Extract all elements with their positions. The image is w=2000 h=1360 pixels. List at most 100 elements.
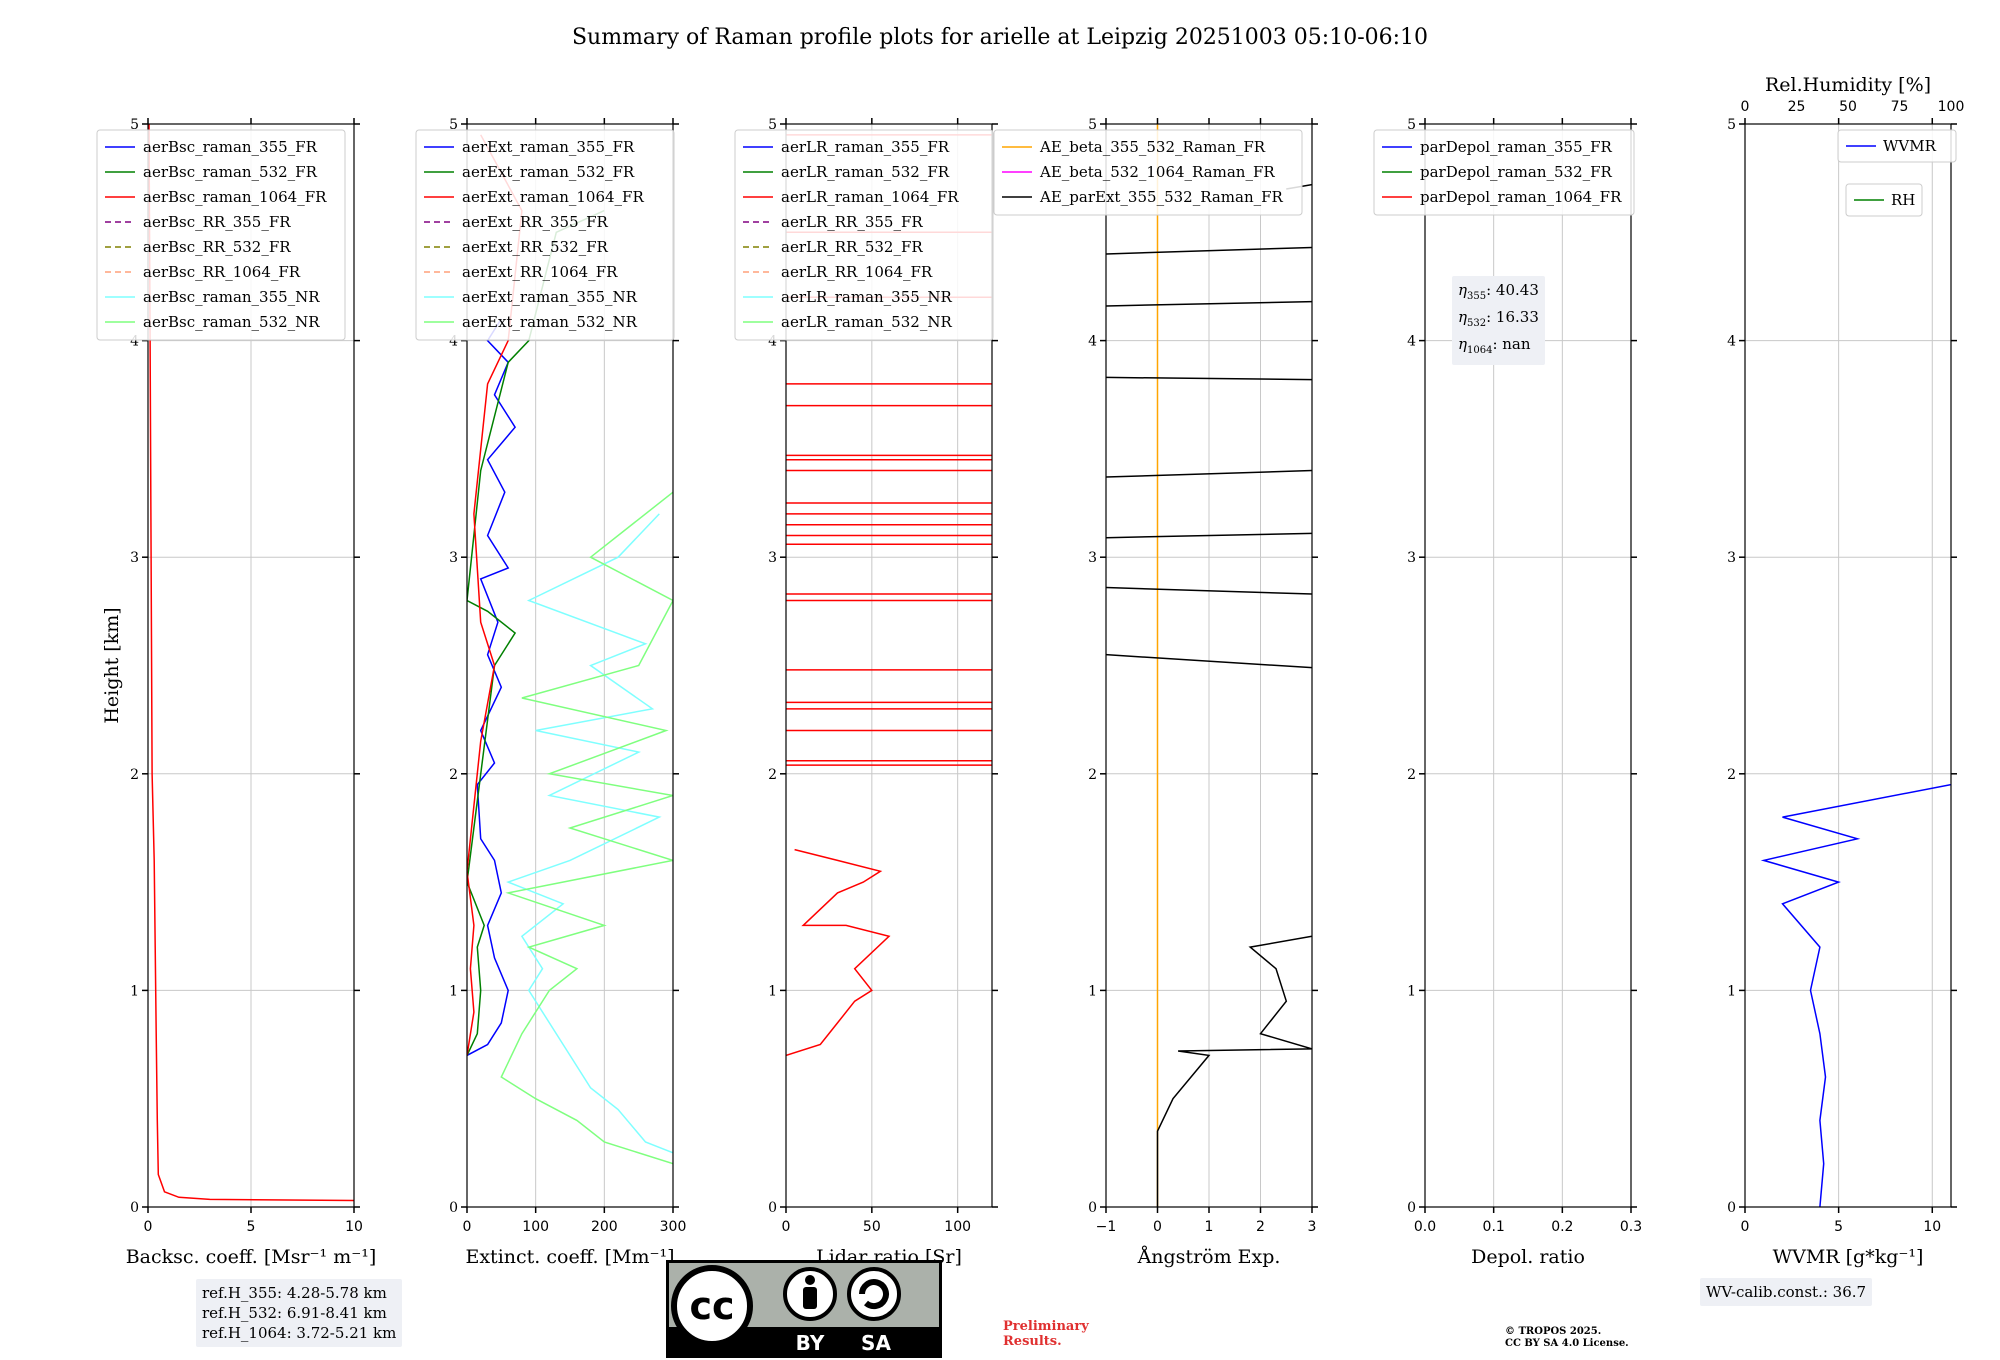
x-tick-label: 0 bbox=[144, 1219, 153, 1235]
panel-data bbox=[467, 134, 673, 1165]
legend-box bbox=[415, 129, 675, 341]
legend-1: aerBsc_raman_355_FR aerBsc_raman_532_FRae… bbox=[96, 129, 346, 341]
series-line-aerBsc_raman_1064_FR bbox=[148, 124, 354, 1202]
ref-h-1064: ref.H_1064: 3.72-5.21 km bbox=[202, 1324, 397, 1342]
x-tick-label: 1 bbox=[1205, 1219, 1214, 1235]
top-x-axis-label: Rel.Humidity [%] bbox=[1765, 74, 1931, 96]
legend-label: aerLR_RR_355_FR bbox=[781, 213, 923, 231]
legend-label: aerLR_RR_532_FR bbox=[781, 238, 923, 256]
y-tick-label: 0 bbox=[130, 1200, 139, 1216]
top-x-tick-label: 50 bbox=[1839, 99, 1857, 115]
legend-box bbox=[96, 129, 346, 341]
wv-calibration-box: WV-calib.const.: 36.7 bbox=[1700, 1278, 1873, 1306]
series-line-AE_parExt_355_532_Raman_FR bbox=[1156, 935, 1312, 1207]
legend-label: parDepol_raman_532_FR bbox=[1420, 163, 1613, 181]
preliminary-line-1: Preliminary bbox=[1003, 1319, 1089, 1334]
ae-segment bbox=[1106, 532, 1312, 539]
x-tick-label: 0.2 bbox=[1551, 1219, 1573, 1235]
cc-circle-icon bbox=[671, 1265, 753, 1347]
x-tick-label: 50 bbox=[863, 1219, 881, 1235]
legend-label: aerExt_RR_532_FR bbox=[462, 238, 609, 256]
x-tick-label: 10 bbox=[1923, 1219, 1941, 1235]
legend-3: aerLR_raman_355_FR aerLR_raman_532_FR aerL… bbox=[734, 129, 994, 341]
eta-1064-value: : nan bbox=[1492, 335, 1531, 353]
x-axis-label: Ångström Exp. bbox=[1137, 1246, 1281, 1268]
y-tick-label: 0 bbox=[1407, 1200, 1416, 1216]
y-tick-label: 1 bbox=[768, 983, 777, 999]
y-tick-label: 0 bbox=[768, 1200, 777, 1216]
x-tick-label: −1 bbox=[1096, 1219, 1117, 1235]
series-line-aerExt_raman_1064_FR bbox=[467, 134, 523, 1056]
y-tick-label: 1 bbox=[1727, 983, 1736, 999]
legend-box bbox=[993, 129, 1303, 216]
y-axis-label: Height [km] bbox=[101, 607, 123, 723]
y-tick-label: 5 bbox=[1727, 117, 1736, 133]
y-tick-label: 1 bbox=[449, 983, 458, 999]
series-line-aerExt_raman_532_NR bbox=[500, 491, 673, 1165]
x-axis-label: Backsc. coeff. [Msr⁻¹ m⁻¹] bbox=[126, 1246, 377, 1268]
by-person-head bbox=[805, 1275, 815, 1285]
reference-height-box: ref.H_355: 4.28-5.78 km ref.H_532: 6.91-… bbox=[196, 1279, 403, 1347]
series-line-WVMR bbox=[1760, 783, 1951, 1207]
legend-label: parDepol_raman_1064_FR bbox=[1420, 188, 1622, 206]
ae-segment bbox=[1106, 469, 1312, 478]
y-tick-label: 3 bbox=[1088, 550, 1097, 566]
panel-frame bbox=[1744, 123, 1952, 1208]
top-x-tick-label: 0 bbox=[1741, 99, 1750, 115]
legend-label: aerBsc_raman_532_NR bbox=[143, 313, 320, 331]
legend-2: aerExt_raman_355_FR aerExt_raman_532_FRae… bbox=[415, 129, 675, 341]
y-tick-label: 3 bbox=[449, 550, 458, 566]
x-axis-label: Extinct. coeff. [Mm⁻¹] bbox=[465, 1246, 674, 1268]
legend-5: parDepol_raman_355_FR parDepol_raman_532_… bbox=[1373, 129, 1635, 216]
panel-data bbox=[1106, 124, 1312, 1207]
series-line-aerLR_raman_1064_FR bbox=[786, 848, 891, 1057]
cc-text: cc bbox=[689, 1284, 734, 1328]
ae-segment bbox=[1106, 246, 1312, 255]
x-tick-label: 100 bbox=[944, 1219, 971, 1235]
copyright-line-1: © TROPOS 2025. bbox=[1505, 1326, 1602, 1337]
eta-1064-sub: 1064 bbox=[1467, 345, 1493, 356]
legend-label: aerBsc_raman_355_NR bbox=[143, 288, 320, 306]
by-person-body bbox=[803, 1287, 817, 1309]
sa-text: SA bbox=[861, 1331, 891, 1355]
y-tick-label: 5 bbox=[768, 117, 777, 133]
legend-label: AE_beta_532_1064_Raman_FR bbox=[1039, 163, 1275, 181]
legend-box bbox=[1373, 129, 1635, 216]
ae-segment bbox=[1106, 586, 1312, 595]
y-tick-label: 2 bbox=[1088, 767, 1097, 783]
y-tick-label: 4 bbox=[768, 334, 777, 350]
ae-segment bbox=[1106, 300, 1312, 307]
copyright-note: © TROPOS 2025. CC BY SA 4.0 License. bbox=[1505, 1326, 1629, 1350]
top-x-tick-label: 75 bbox=[1891, 99, 1909, 115]
eta-355-value: : 40.43 bbox=[1486, 281, 1539, 299]
y-tick-label: 4 bbox=[449, 334, 458, 350]
x-tick-label: 100 bbox=[522, 1219, 549, 1235]
legend-label: aerBsc_raman_532_FR bbox=[143, 163, 318, 181]
y-tick-label: 0 bbox=[1088, 1200, 1097, 1216]
by-text: BY bbox=[796, 1331, 825, 1355]
cc-by-sa-logo: cc BY SA bbox=[666, 1260, 942, 1358]
y-tick-label: 3 bbox=[1407, 550, 1416, 566]
x-tick-label: 0 bbox=[782, 1219, 791, 1235]
x-axis-label: Depol. ratio bbox=[1471, 1246, 1585, 1268]
legend-label: aerBsc_raman_355_FR bbox=[143, 138, 318, 156]
y-tick-label: 1 bbox=[1407, 983, 1416, 999]
eta-532-value: : 16.33 bbox=[1486, 308, 1539, 326]
x-tick-label: 0 bbox=[1741, 1219, 1750, 1235]
y-tick-label: 4 bbox=[130, 334, 139, 350]
y-tick-label: 3 bbox=[768, 550, 777, 566]
eta-355: η355: 40.43 bbox=[1458, 281, 1539, 302]
y-tick-label: 2 bbox=[1407, 767, 1416, 783]
legend-label: aerLR_raman_1064_FR bbox=[781, 188, 959, 206]
legend-label: aerExt_raman_532_NR bbox=[462, 313, 638, 331]
y-tick-label: 2 bbox=[130, 767, 139, 783]
y-tick-label: 0 bbox=[449, 1200, 458, 1216]
eta-532: η532: 16.33 bbox=[1458, 308, 1539, 329]
legend-label: WVMR bbox=[1883, 137, 1937, 155]
x-tick-label: 3 bbox=[1308, 1219, 1317, 1235]
y-tick-label: 5 bbox=[130, 117, 139, 133]
eta-1064: η1064: nan bbox=[1458, 335, 1531, 356]
y-tick-label: 3 bbox=[130, 550, 139, 566]
